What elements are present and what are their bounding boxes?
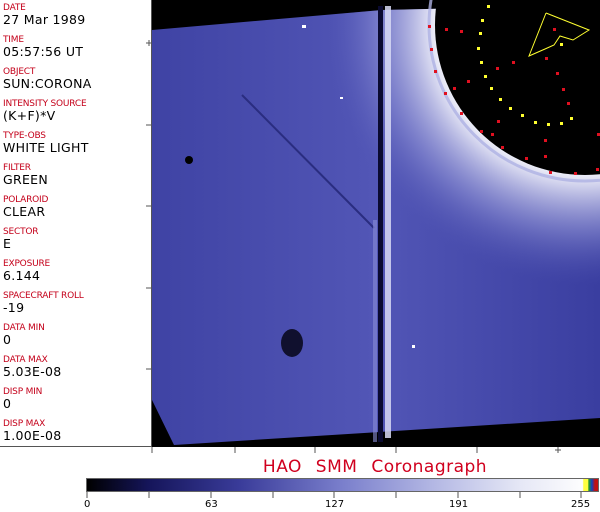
field-value: (K+F)*V <box>3 108 56 123</box>
field-label: FILTER <box>3 163 31 173</box>
colorbar-tick-label: 63 <box>205 499 218 510</box>
plot-title: HAO SMM Coronagraph <box>262 457 488 477</box>
field-label: DATA MIN <box>3 323 45 333</box>
field-value: GREEN <box>3 172 49 187</box>
field-value: 0 <box>3 396 12 411</box>
field-label: DISP MIN <box>3 387 43 397</box>
field-value: 0 <box>3 332 12 347</box>
header-info-panel: DATE 27 Mar 1989 TIME 05:57:56 UT OBJECT SUN:… <box>0 0 152 447</box>
field-label: TIME <box>3 35 24 45</box>
field-label: POLAROID <box>3 195 49 205</box>
field-label: DATE <box>3 3 26 13</box>
field-value: 1.00E-08 <box>3 428 62 443</box>
field-label: TYPE-OBS <box>3 131 46 141</box>
colorbar-tick-label: 127 <box>325 499 345 510</box>
field-label: INTENSITY SOURCE <box>3 99 87 109</box>
field-label: SECTOR <box>3 227 39 237</box>
colorbar-tick-label: 255 <box>571 499 591 510</box>
coronagraph-image <box>152 0 600 447</box>
field-value: 05:57:56 UT <box>3 44 84 59</box>
field-value: CLEAR <box>3 204 46 219</box>
field-value: 5.03E-08 <box>3 364 62 379</box>
field-label: DATA MAX <box>3 355 48 365</box>
field-label: OBJECT <box>3 67 36 77</box>
colorbar <box>86 478 599 492</box>
field-label: DISP MAX <box>3 419 46 429</box>
field-value: -19 <box>3 300 25 315</box>
field-value: 27 Mar 1989 <box>3 12 86 27</box>
field-label: EXPOSURE <box>3 259 51 269</box>
field-label: SPACECRAFT ROLL <box>3 291 84 301</box>
field-value: WHITE LIGHT <box>3 140 89 155</box>
field-value: E <box>3 236 12 251</box>
colorbar-ticks <box>86 492 582 498</box>
field-value: 6.144 <box>3 268 41 283</box>
field-value: SUN:CORONA <box>3 76 92 91</box>
colorbar-tick-label: 0 <box>84 499 91 510</box>
colorbar-tick-label: 191 <box>449 499 469 510</box>
